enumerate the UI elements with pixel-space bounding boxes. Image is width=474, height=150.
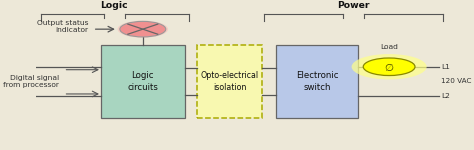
- FancyBboxPatch shape: [276, 45, 358, 118]
- Text: 120 VAC: 120 VAC: [441, 78, 472, 84]
- Text: $\emptyset$: $\emptyset$: [384, 61, 394, 73]
- Text: Opto-electrical
isolation: Opto-electrical isolation: [201, 71, 258, 92]
- Text: Load: Load: [380, 44, 398, 50]
- Text: Output status
indicator: Output status indicator: [37, 20, 89, 33]
- Circle shape: [120, 21, 166, 37]
- Circle shape: [118, 21, 168, 38]
- Text: Power: Power: [337, 1, 370, 10]
- Circle shape: [363, 58, 415, 75]
- Text: Logic
circuits: Logic circuits: [128, 71, 158, 92]
- Text: Logic: Logic: [100, 1, 128, 10]
- Circle shape: [352, 54, 427, 80]
- FancyBboxPatch shape: [197, 45, 262, 118]
- Text: Digital signal
from processor: Digital signal from processor: [3, 75, 59, 88]
- Text: L2: L2: [441, 93, 450, 99]
- Text: Electronic
switch: Electronic switch: [296, 71, 338, 92]
- Text: L1: L1: [441, 64, 450, 70]
- FancyBboxPatch shape: [101, 45, 184, 118]
